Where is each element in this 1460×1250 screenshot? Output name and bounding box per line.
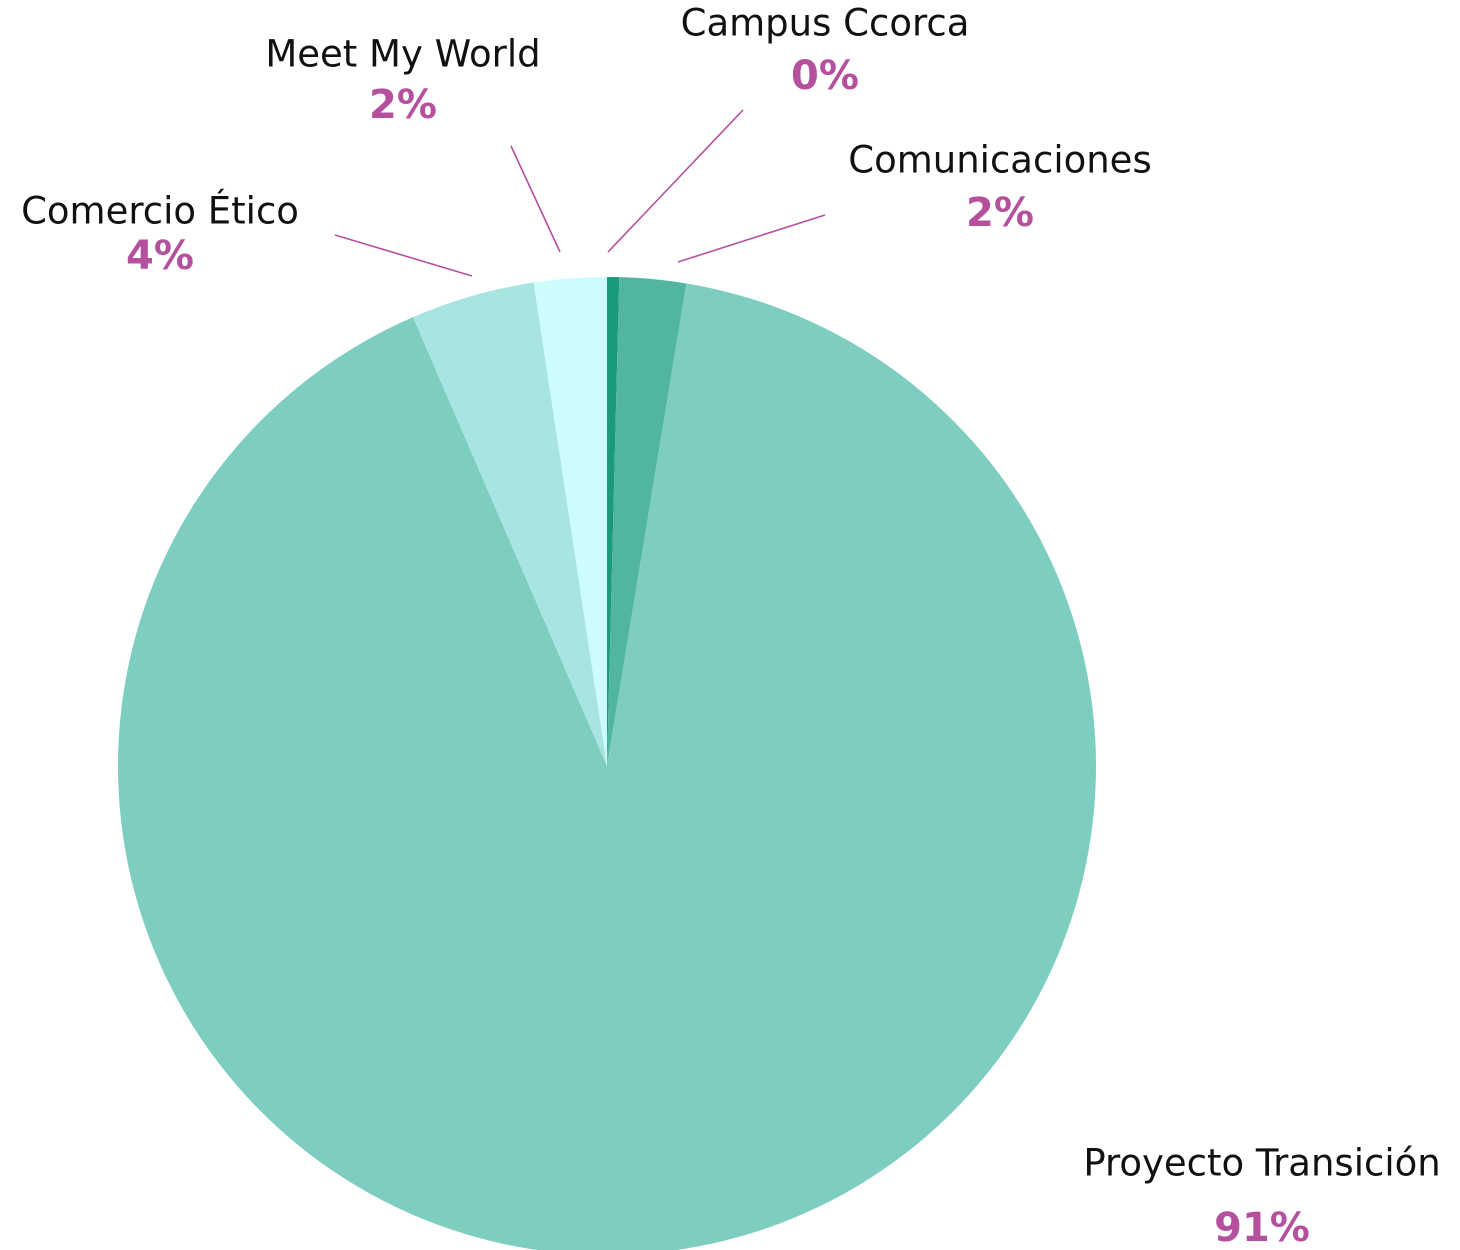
pie-slice: [412, 282, 607, 766]
pie-slice: [533, 277, 607, 766]
pie-slice: [607, 277, 620, 766]
slice-label: Comercio Ético: [21, 189, 299, 233]
slice-label: Meet My World: [265, 33, 540, 76]
slice-label: Proyecto Transición: [1083, 1142, 1440, 1185]
slice-label: Campus Ccorca: [681, 2, 970, 45]
value-label: 2%: [369, 82, 437, 128]
leader-line: [334, 234, 473, 277]
leader-line: [607, 109, 744, 253]
value-label: 91%: [1214, 1205, 1310, 1250]
slice-label: Comunicaciones: [848, 139, 1151, 182]
leader-line: [510, 145, 561, 253]
pie-slice: [118, 283, 1096, 1250]
value-label: 4%: [126, 233, 194, 279]
leader-line: [677, 214, 826, 263]
pie-slice: [607, 277, 687, 766]
value-label: 0%: [791, 53, 859, 99]
value-label: 2%: [966, 190, 1034, 236]
